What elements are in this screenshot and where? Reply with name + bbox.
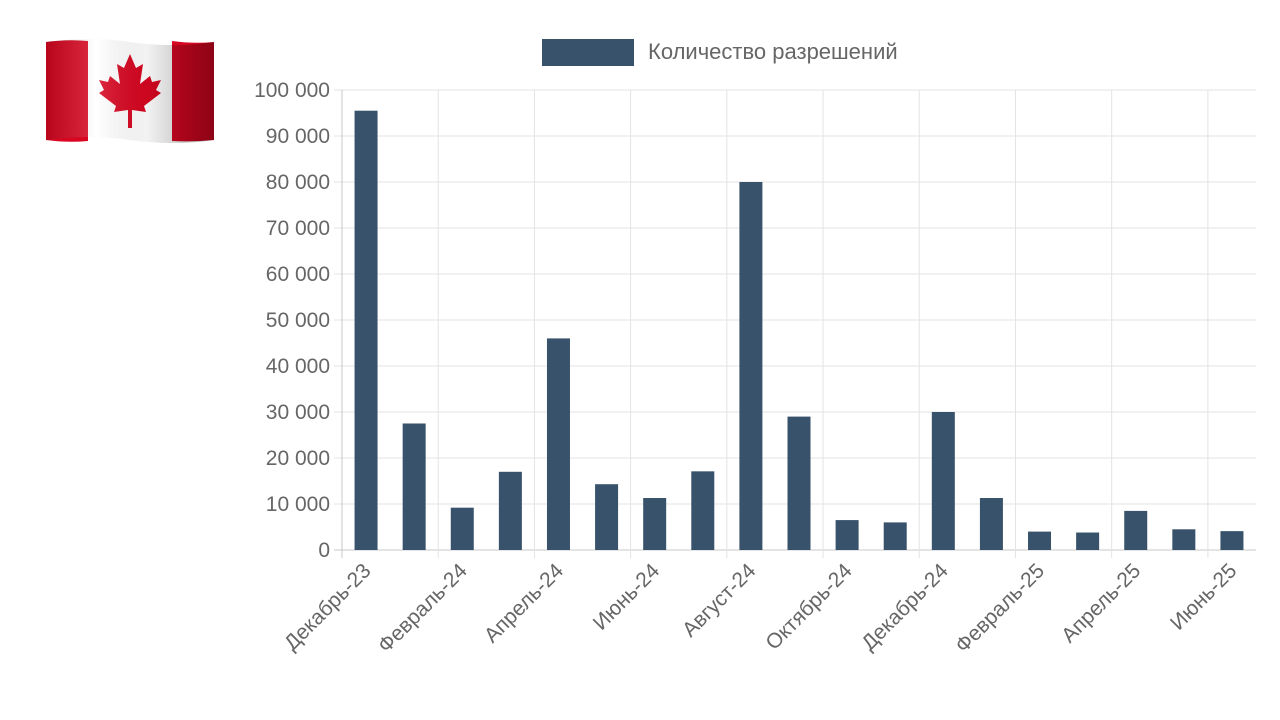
x-tick-label-3: Июнь-24: [589, 559, 665, 635]
y-tick-label-1: 10 000: [266, 493, 330, 516]
chart-grid: [334, 89, 1256, 558]
bar-12[interactable]: [931, 412, 955, 550]
x-tick-label-4: Август-24: [678, 559, 761, 642]
bar-15[interactable]: [1076, 532, 1100, 550]
bar-2[interactable]: [450, 507, 474, 550]
y-tick-label-6: 60 000: [266, 263, 330, 286]
bar-4[interactable]: [546, 338, 570, 550]
x-tick-label-0: Декабрь-23: [280, 559, 376, 655]
chart-bars: [354, 110, 1244, 551]
canada-flag-icon: [46, 39, 214, 143]
y-tick-label-4: 40 000: [266, 355, 330, 378]
legend-label[interactable]: Количество разрешений: [648, 39, 898, 64]
bar-1[interactable]: [402, 423, 426, 551]
chart-legend[interactable]: Количество разрешений: [542, 39, 898, 66]
x-tick-label-1: Февраль-24: [374, 559, 472, 657]
bar-10[interactable]: [835, 520, 859, 550]
y-tick-label-0: 0: [318, 539, 330, 562]
bar-17[interactable]: [1172, 529, 1196, 550]
legend-swatch[interactable]: [542, 39, 634, 66]
y-tick-label-9: 90 000: [266, 125, 330, 148]
bar-18[interactable]: [1220, 531, 1244, 550]
bar-8[interactable]: [739, 182, 763, 550]
bar-11[interactable]: [883, 522, 907, 550]
bar-14[interactable]: [1028, 531, 1052, 550]
y-tick-label-7: 70 000: [266, 217, 330, 240]
bar-0[interactable]: [354, 110, 378, 550]
bar-5[interactable]: [595, 484, 619, 550]
y-tick-label-5: 50 000: [266, 309, 330, 332]
x-tick-label-8: Апрель-25: [1057, 559, 1145, 647]
bar-3[interactable]: [498, 471, 522, 550]
bar-9[interactable]: [787, 416, 811, 550]
x-tick-label-5: Октябрь-24: [761, 559, 857, 655]
bar-6[interactable]: [643, 498, 667, 550]
x-tick-label-9: Июнь-25: [1166, 559, 1241, 634]
x-tick-label-2: Апрель-24: [480, 559, 568, 647]
y-tick-label-10: 100 000: [254, 79, 330, 102]
y-tick-label-8: 80 000: [266, 171, 330, 194]
y-tick-label-2: 20 000: [266, 447, 330, 470]
bar-13[interactable]: [979, 498, 1003, 550]
y-axis-ticks: 0 10 000 20 000 30 000 40 000 50 000 60 000 70 …: [254, 79, 330, 562]
bar-16[interactable]: [1124, 510, 1148, 550]
bar-7[interactable]: [691, 471, 715, 550]
x-tick-label-6: Декабрь-24: [857, 559, 953, 655]
y-tick-label-3: 30 000: [266, 401, 330, 424]
x-tick-label-7: Февраль-25: [951, 559, 1049, 657]
